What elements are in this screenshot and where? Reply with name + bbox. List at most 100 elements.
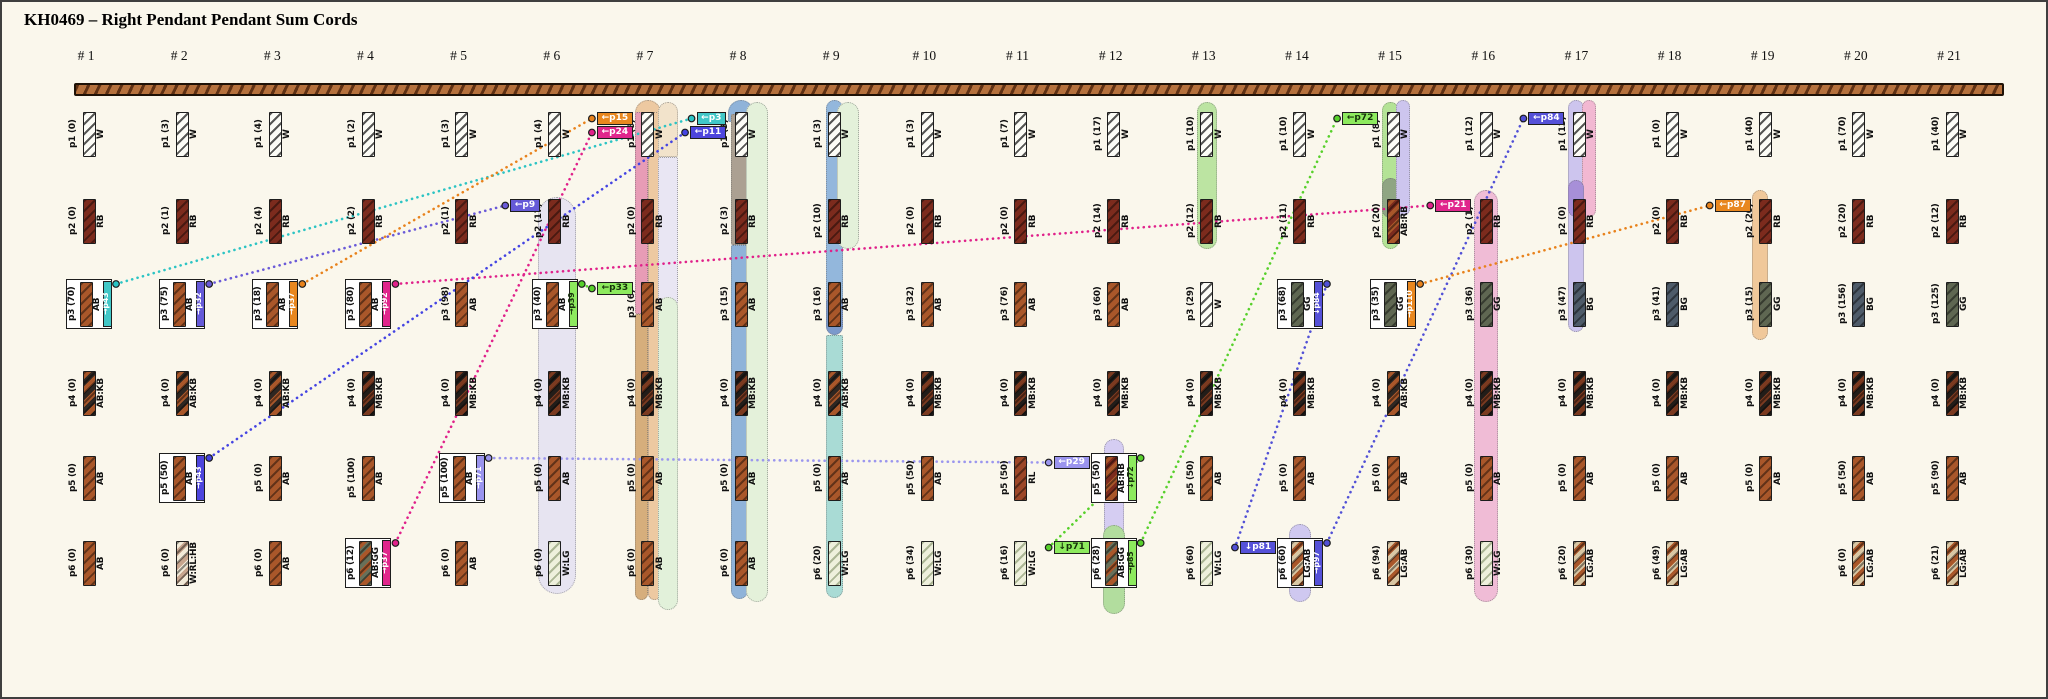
primary-cord (74, 83, 2004, 96)
column-header: # 1 (77, 48, 95, 63)
pendant-label: p3 (60) (1092, 286, 1103, 322)
pendant-cord-bar (1200, 198, 1214, 244)
pendant-cord-bar (1666, 198, 1680, 244)
pendant-label: p2 (12) (1185, 203, 1196, 239)
pendant-cord-bar (1759, 455, 1773, 501)
column-header: # 4 (357, 48, 374, 63)
pendant-color-code: BG (1679, 297, 1690, 311)
pendant-color-code: RB (1586, 214, 1597, 228)
wire-source-dot (205, 280, 214, 288)
sum-arrow-label: →p110 (1405, 290, 1415, 318)
pendant-color-code: AB (557, 297, 568, 311)
pendant-color-code: AB:KB (841, 378, 852, 408)
pendant-color-code: GG (1959, 296, 1969, 312)
pendant-label: p6 (60) (1185, 545, 1196, 581)
pendant-color-code: MB:KB (1586, 377, 1597, 409)
pendant-sum-frame: p6 (12) AB:GG →p37 (345, 538, 392, 588)
pendant-label: p5 (50) (1837, 460, 1848, 496)
pendant-color-code: W (654, 129, 665, 139)
pendant-color-code: AB (654, 556, 665, 570)
pendant-color-code: MB:KB (1865, 377, 1876, 409)
pendant-cord-bar (268, 198, 282, 244)
pendant-cord-bar (1572, 455, 1586, 501)
pendant-cord-bar (1290, 541, 1304, 586)
pendant-color-code: RB (841, 214, 852, 228)
pendant-color-code: W:LG (841, 550, 852, 576)
pendant-cord-bar (175, 198, 189, 244)
pendant-label: p1 (10) (1185, 116, 1196, 152)
pendant-label: p6 (0) (1837, 548, 1848, 578)
pendant-cord-bar (1293, 370, 1307, 416)
pendant-cord-bar (1104, 456, 1118, 501)
pendant-label: p2 (1) (440, 206, 451, 236)
pendant-label: p3 (47) (1558, 286, 1569, 322)
incoming-ref-box: ←p3 (696, 112, 727, 125)
pendant-label: p4 (0) (347, 378, 358, 408)
pendant-label: p2 (20) (1372, 203, 1383, 239)
pendant-cord-bar (641, 370, 655, 416)
pendant-label: p3 (98) (440, 286, 451, 322)
pendant-label: p6 (20) (813, 545, 824, 581)
pendant-cord-bar (734, 281, 748, 327)
pendant-label: p1 (3) (440, 119, 451, 149)
pendant-color-code: MB:KB (654, 377, 665, 409)
pendant-color-code: RB (934, 214, 945, 228)
pendant-label: p4 (0) (906, 378, 917, 408)
column-header: # 21 (1937, 48, 1961, 63)
pendant-color-code: GG (1302, 296, 1313, 312)
pendant-color-code: LG:AB (1959, 548, 1969, 578)
pendant-color-code: AB (1772, 471, 1783, 485)
pendant-color-code: AB (561, 471, 572, 485)
band (1568, 100, 1585, 332)
pendant-label: p3 (75) (160, 286, 171, 322)
sum-arrow-strip: →p71 (474, 455, 485, 501)
pendant-cord-bar (548, 198, 562, 244)
pendant-cord-bar (80, 282, 93, 327)
pendant-cord-bar (1666, 455, 1680, 501)
sum-wire (1139, 117, 1339, 545)
sum-wire (580, 282, 594, 290)
pendant-sum-frame: p5 (50) AB →p43 (159, 453, 206, 503)
pendant-color-code: AB (1306, 471, 1317, 485)
band (648, 112, 662, 600)
sum-arrow-label: →p39 (566, 292, 576, 316)
pendant-label: p6 (0) (254, 548, 265, 578)
pendant-cord-bar (173, 282, 187, 327)
pendant-color-code: RB (1679, 214, 1690, 228)
pendant-cord-bar (641, 455, 655, 501)
sum-wire (207, 204, 507, 286)
pendant-color-code: GG (1772, 296, 1783, 312)
band (634, 100, 661, 124)
pendant-cord-bar (1290, 282, 1304, 327)
pendant-label: p2 (1) (161, 206, 172, 236)
pendant-color-code: LG:AB (1865, 548, 1876, 578)
pendant-color-code: AB (185, 297, 196, 311)
pendant-cord-bar (1945, 111, 1959, 157)
wire-target-dot (681, 128, 689, 137)
pendant-label: p3 (35) (1371, 286, 1382, 322)
sum-arrow-strip: →p110 (1405, 281, 1417, 327)
sum-arrow-strip: →p37 (287, 281, 299, 327)
pendant-label: p1 (8) (1372, 119, 1383, 149)
pendant-label: p5 (0) (254, 463, 265, 493)
pendant-color-code: LG:AB (1400, 548, 1411, 578)
sum-arrow-label: ↓p72 (1125, 466, 1135, 490)
pendant-sum-frame: p5 (50) AB:RB ↓p72 (1090, 453, 1137, 503)
pendant-label: p3 (76) (999, 286, 1010, 322)
column-header: # 19 (1750, 48, 1775, 63)
pendant-label: p3 (6) (626, 289, 637, 319)
pendant-color-code: W (1213, 299, 1224, 309)
sum-wire (300, 117, 594, 286)
pendant-color-code: LG:AB (1679, 548, 1690, 578)
pendant-color-code: MB:KB (1306, 377, 1317, 409)
pendant-cord-bar (268, 370, 282, 416)
wire-source-dot (391, 539, 400, 547)
pendant-color-code: MB:KB (934, 377, 945, 409)
band (635, 314, 649, 600)
sum-arrow-label: →p32 (194, 292, 204, 316)
wire-target-dot (501, 201, 510, 210)
pendant-color-code: AB (96, 556, 106, 570)
pendant-color-code: W (1959, 129, 1969, 139)
pendant-label: p2 (20) (1837, 203, 1848, 239)
pendant-cord-bar (734, 370, 748, 416)
